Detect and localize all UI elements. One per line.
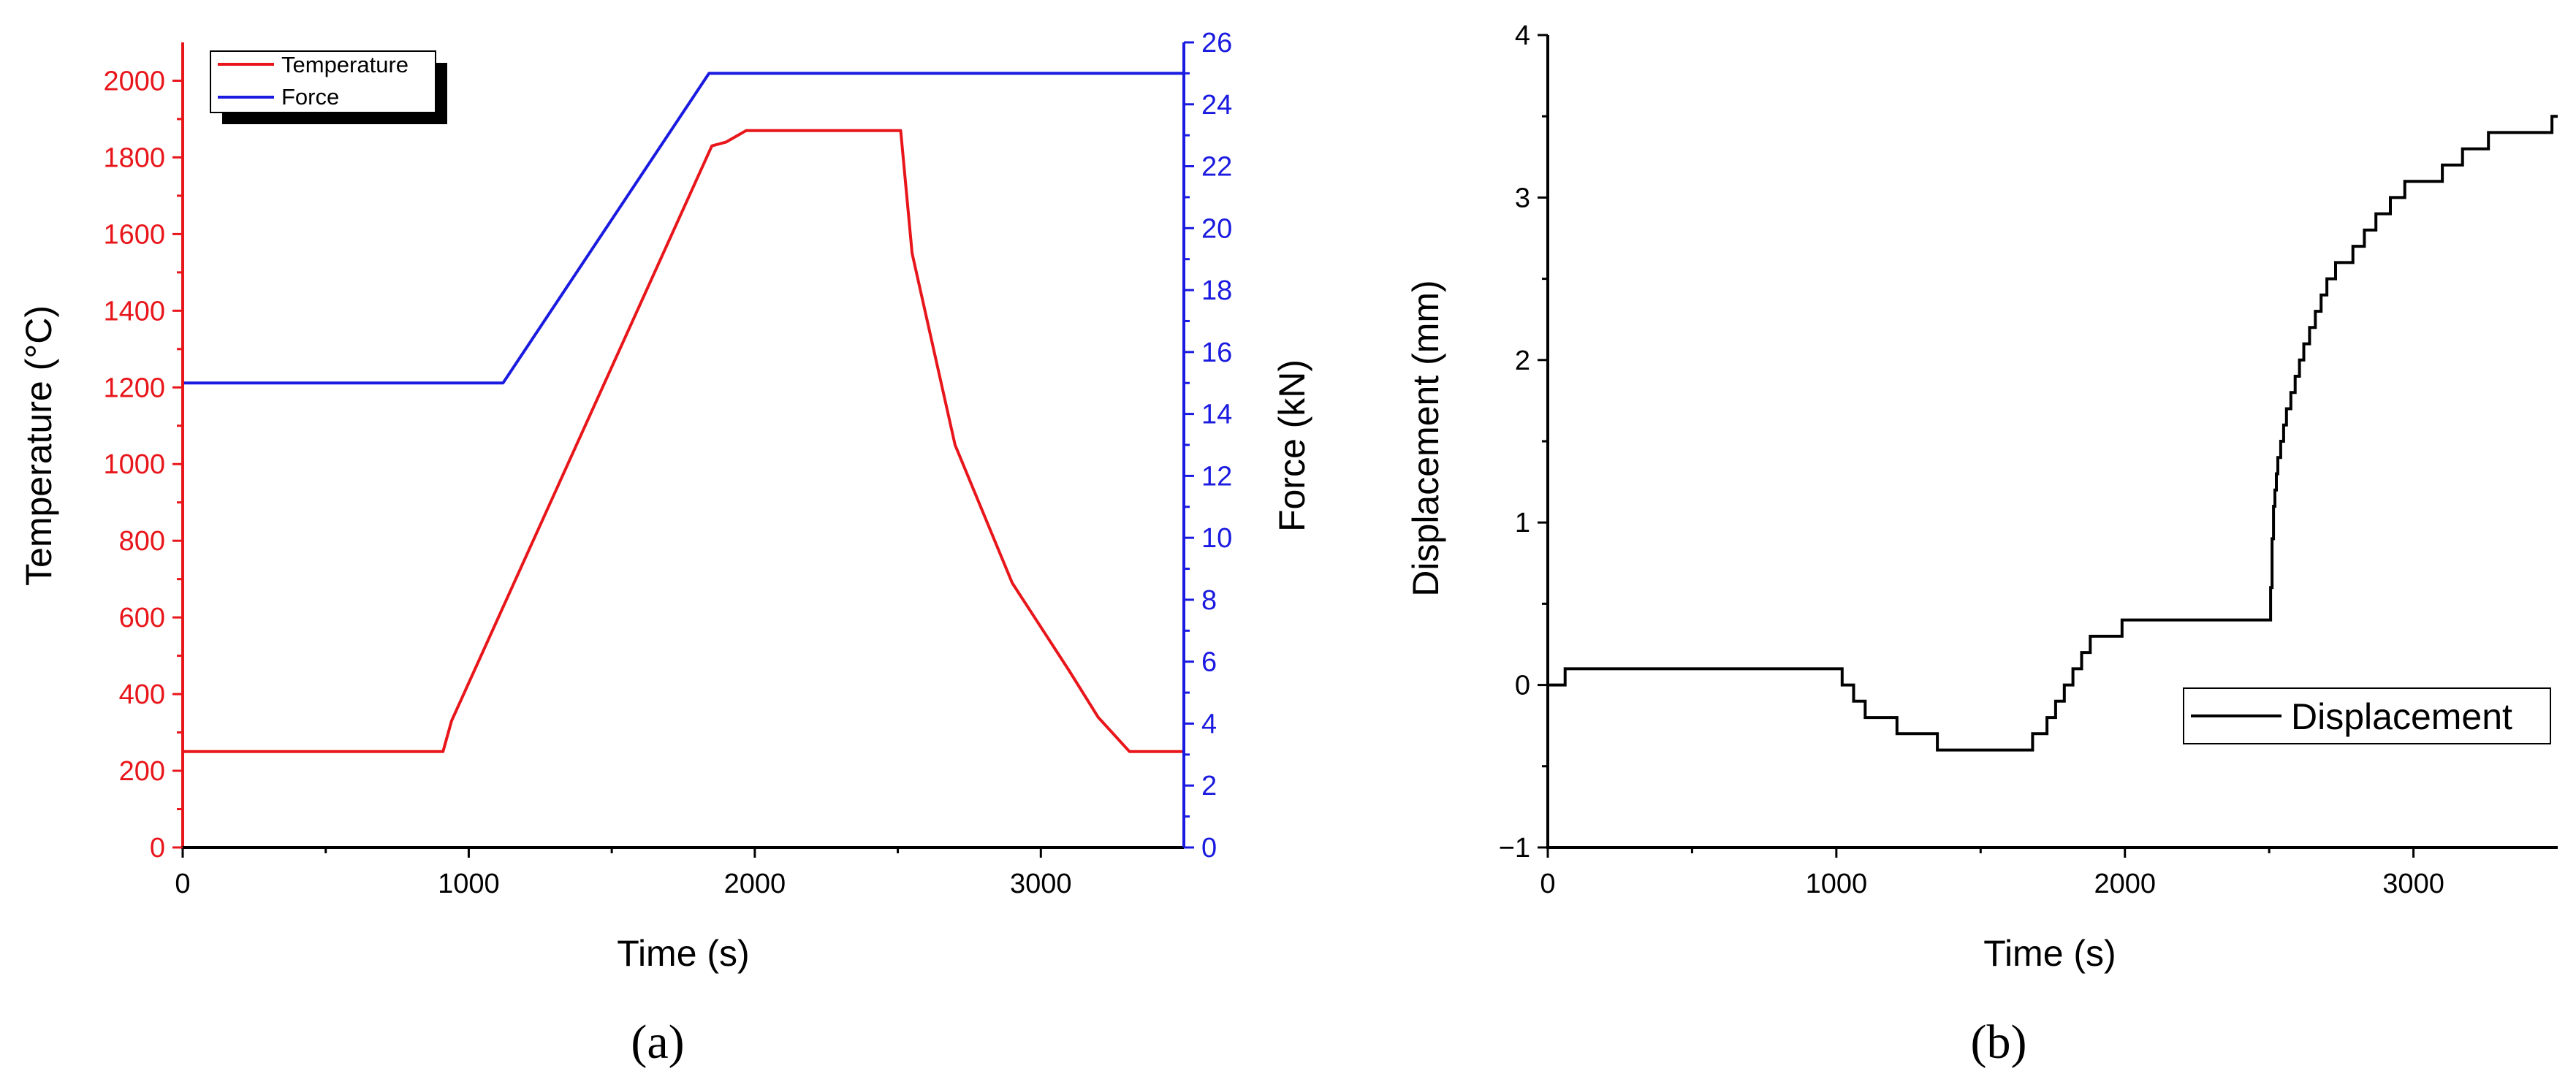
b-y-tick-label: 2 [1515, 346, 1530, 376]
a-y2-tick-label: 16 [1201, 338, 1232, 368]
a-y2-axis-label: Force (kN) [1272, 359, 1312, 532]
a-legend-label-temperature: Temperature [281, 52, 409, 77]
b-series-displacement [1548, 115, 2558, 752]
b-x-tick-label: 0 [1540, 869, 1555, 899]
a-y2-tick-label: 14 [1201, 400, 1232, 430]
b-y-tick-label: −1 [1499, 833, 1530, 864]
a-y2-tick-label: 2 [1201, 771, 1217, 801]
panel-b-displacement-chart: 0 1000 2000 3000 −1 0 1 2 3 4 Displacement Time … [1405, 20, 2558, 1069]
a-y2-tick-label: 20 [1201, 213, 1232, 244]
b-panel-label: (b) [1971, 1015, 2027, 1069]
a-y-tick-label: 2000 [103, 66, 165, 96]
a-legend-label-force: Force [281, 84, 339, 110]
a-y-tick-label: 800 [119, 526, 165, 557]
b-legend: Displacement [2183, 687, 2551, 744]
a-legend: Temperature Force [210, 50, 447, 124]
a-y-tick-label: 1400 [103, 296, 165, 327]
a-panel-label: (a) [631, 1015, 684, 1069]
a-y2-tick-label: 18 [1201, 275, 1232, 306]
b-x-axis-label: Time (s) [1983, 933, 2116, 974]
a-y-tick-label: 1200 [103, 373, 165, 403]
a-y2-tick-label: 8 [1201, 585, 1217, 616]
a-x-axis-label: Time (s) [617, 933, 749, 974]
a-y-axis-label: Temperature (°C) [18, 305, 59, 586]
a-y2-tick-label: 26 [1201, 28, 1232, 58]
b-x-tick-label: 3000 [2382, 869, 2444, 899]
a-x-tick-label: 2000 [724, 869, 786, 899]
a-y-tick-label: 200 [119, 756, 165, 787]
a-y-tick-label: 0 [150, 833, 165, 864]
a-x-tick-label: 0 [175, 869, 190, 899]
b-legend-label-displacement: Displacement [2291, 696, 2512, 737]
b-y-tick-label: 3 [1515, 183, 1530, 213]
a-y-tick-label: 1800 [103, 142, 165, 173]
a-y2-tick-label: 10 [1201, 523, 1232, 554]
b-y-axis-label: Displacement (mm) [1405, 280, 1446, 596]
a-x-tick-label: 1000 [438, 869, 500, 899]
b-y-tick-label: 0 [1515, 671, 1530, 701]
a-y2-tick-label: 12 [1201, 461, 1232, 492]
a-y-tick-label: 1000 [103, 449, 165, 480]
a-y2-tick-label: 4 [1201, 709, 1217, 739]
a-y-tick-label: 1600 [103, 219, 165, 250]
a-series-temperature [183, 129, 1184, 753]
a-x-tick-label: 3000 [1010, 869, 1072, 899]
b-x-tick-label: 2000 [2094, 869, 2156, 899]
panel-a-temperature-force-chart: 0 1000 2000 3000 02004006008001000120014001… [18, 28, 1312, 1069]
b-x-tick-label: 1000 [1806, 869, 1868, 899]
a-y2-tick-label: 6 [1201, 647, 1217, 678]
a-y2-tick-label: 22 [1201, 152, 1232, 183]
b-y-tick-label: 4 [1515, 20, 1530, 51]
a-series-force [183, 72, 1184, 385]
a-y-tick-label: 600 [119, 603, 165, 633]
b-y-tick-label: 1 [1515, 508, 1530, 538]
a-y-tick-label: 400 [119, 679, 165, 710]
a-y2-tick-label: 24 [1201, 90, 1232, 121]
a-y2-tick-label: 0 [1201, 833, 1217, 864]
